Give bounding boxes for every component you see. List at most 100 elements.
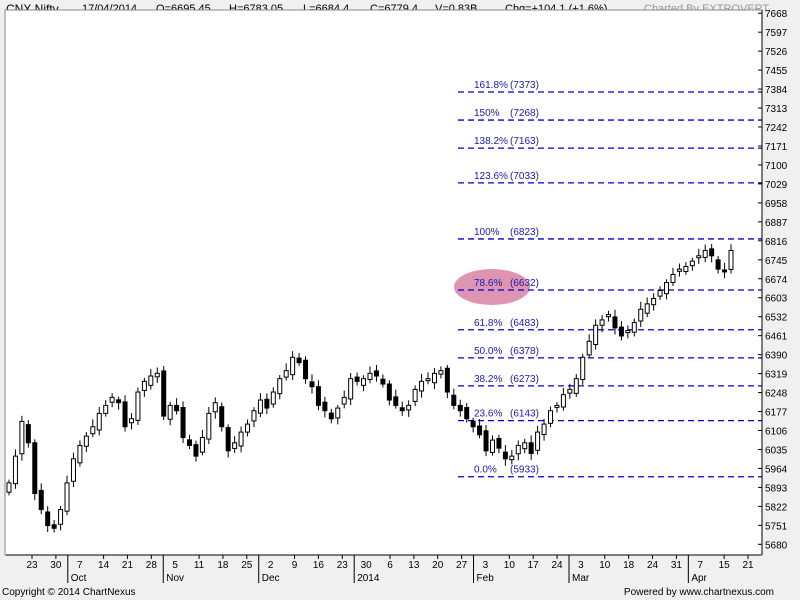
y-tick-label: 6674 — [765, 275, 788, 286]
candle-body — [219, 406, 225, 428]
candle-body — [45, 511, 51, 527]
y-tick-label: 5893 — [765, 483, 788, 494]
candle-body — [83, 435, 89, 447]
y-tick-label: 6958 — [765, 199, 788, 210]
candle-body — [670, 273, 676, 283]
fibonacci-percent-label: 50.0% — [474, 346, 502, 357]
month-label: Nov — [166, 573, 184, 584]
x-tick-label: 16 — [313, 560, 325, 571]
candle-body — [161, 370, 167, 417]
candle-body — [341, 396, 347, 405]
candle-body — [489, 439, 495, 453]
fibonacci-value-label: (6143) — [510, 409, 539, 420]
candle-body — [573, 378, 579, 394]
y-tick-label: 5822 — [765, 502, 788, 513]
candle-body — [199, 436, 205, 453]
month-label: Feb — [477, 573, 495, 584]
candle-body — [438, 370, 444, 375]
candle-body — [348, 378, 354, 400]
candle-body — [380, 378, 386, 385]
candle-body — [32, 442, 38, 495]
candle-body — [548, 410, 553, 424]
x-tick-label: 27 — [456, 560, 468, 571]
candle-body — [38, 489, 44, 511]
x-tick-label: 21 — [122, 560, 134, 571]
x-tick-label: 23 — [337, 560, 349, 571]
y-tick-label: 6887 — [765, 218, 788, 229]
candle-body — [515, 444, 521, 455]
fibonacci-value-label: (6273) — [510, 374, 539, 385]
month-label: Mar — [572, 573, 590, 584]
candle-body — [225, 427, 231, 452]
candle-body — [406, 404, 412, 411]
candle-body — [270, 391, 276, 405]
candle-body — [277, 378, 283, 395]
x-tick-label: 3 — [483, 560, 489, 571]
fibonacci-value-label: (6483) — [510, 318, 539, 329]
candle-body — [509, 455, 515, 461]
candle-body — [722, 269, 728, 273]
y-tick-label: 6532 — [765, 313, 788, 324]
month-label: Dec — [262, 573, 280, 584]
fibonacci-percent-label: 150% — [474, 108, 500, 119]
candle-body — [651, 298, 657, 306]
month-label: 2014 — [357, 573, 380, 584]
candle-body — [264, 398, 270, 409]
candle-body — [676, 268, 682, 272]
candle-body — [464, 407, 470, 420]
copyright-text: Copyright © 2014 ChartNexus — [2, 587, 136, 598]
candle-body — [19, 420, 25, 455]
x-tick-label: 30 — [50, 560, 62, 571]
candle-body — [154, 372, 160, 378]
candle-body — [354, 376, 360, 382]
candle-body — [335, 407, 341, 419]
plot-area — [4, 9, 763, 556]
candle-body — [328, 412, 334, 420]
candle-body — [232, 442, 238, 449]
candle-body — [257, 399, 263, 414]
fibonacci-percent-label: 38.2% — [474, 374, 502, 385]
candle-body — [483, 430, 489, 452]
candle-body — [470, 420, 476, 428]
candle-body — [599, 319, 605, 326]
fibonacci-percent-label: 61.8% — [474, 318, 502, 329]
candle-body — [664, 282, 670, 295]
x-tick-label: 30 — [361, 560, 373, 571]
x-tick-label: 9 — [292, 560, 298, 571]
candle-body — [689, 260, 695, 267]
candle-body — [187, 439, 192, 446]
candle-body — [251, 410, 257, 422]
candle-body — [431, 372, 437, 384]
x-tick-label: 17 — [528, 560, 540, 571]
y-tick-label: 6106 — [765, 427, 788, 438]
candle-body — [683, 265, 689, 273]
candle-body — [64, 482, 70, 512]
candle-body — [290, 356, 296, 376]
candle-body — [593, 324, 599, 345]
fibonacci-value-label: (7033) — [510, 171, 539, 182]
fibonacci-value-label: (5933) — [510, 465, 539, 476]
candle-body — [135, 391, 141, 421]
candle-body — [70, 458, 76, 482]
candles-layer — [6, 244, 734, 533]
candle-body — [283, 370, 289, 378]
x-tick-label: 7 — [77, 560, 83, 571]
x-tick-label: 14 — [98, 560, 110, 571]
candle-body — [606, 314, 612, 318]
y-tick-label: 6745 — [765, 256, 788, 267]
candle-body — [90, 426, 96, 435]
candle-body — [206, 412, 212, 440]
fibonacci-layer: 161.8% (7373) 150% (7268) 138.2% (7163) 123.6%… — [454, 80, 762, 478]
candle-body — [728, 249, 734, 270]
x-tick-label: 31 — [671, 560, 683, 571]
x-tick-label: 25 — [241, 560, 253, 571]
fibonacci-value-label: (7163) — [510, 136, 539, 147]
candle-body — [322, 401, 328, 412]
fibonacci-value-label: (6378) — [510, 346, 539, 357]
fibonacci-value-label: (7268) — [510, 108, 539, 119]
candle-body — [451, 394, 457, 406]
fibonacci-percent-label: 78.6% — [474, 278, 502, 289]
candle-body — [367, 372, 373, 380]
y-tick-label: 7171 — [765, 142, 788, 153]
